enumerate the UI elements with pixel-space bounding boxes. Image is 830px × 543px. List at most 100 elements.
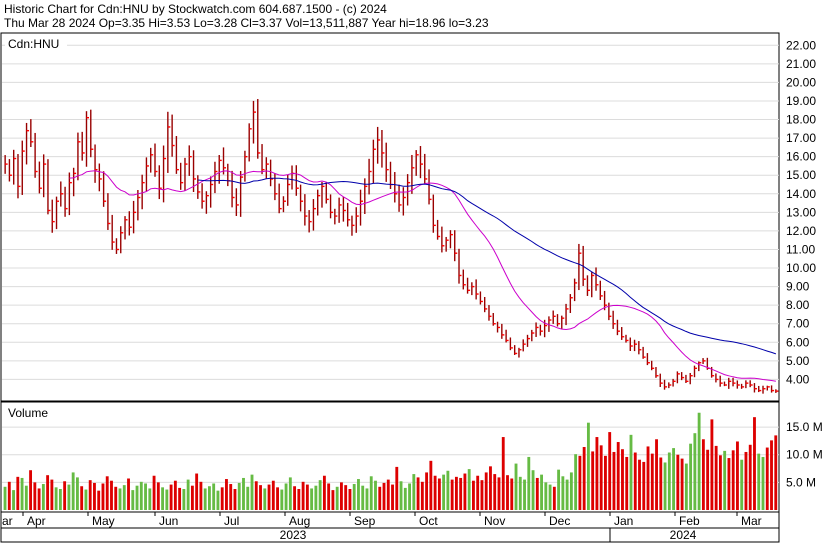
- volume-bar: [41, 484, 45, 510]
- volume-bar: [646, 446, 650, 510]
- volume-bar: [642, 461, 646, 510]
- month-label: Mar: [741, 514, 762, 528]
- volume-bar: [727, 458, 731, 510]
- volume-bar: [93, 482, 96, 510]
- volume-bar: [293, 486, 297, 510]
- volume-bar: [582, 447, 586, 510]
- volume-tick-label: 10.0 M: [786, 448, 823, 462]
- volume-bar: [450, 479, 454, 510]
- price-tick-label: 21.00: [786, 57, 816, 71]
- volume-bar: [75, 477, 79, 510]
- volume-bar: [625, 456, 629, 510]
- volume-bar: [88, 480, 92, 510]
- volume-bar: [156, 482, 160, 510]
- volume-bar: [374, 480, 377, 510]
- volume-bar: [242, 477, 245, 510]
- price-tick-label: 20.00: [786, 75, 816, 89]
- month-label: Feb: [679, 514, 700, 528]
- volume-bar: [616, 442, 620, 510]
- volume-bar: [472, 480, 475, 510]
- volume-bar: [757, 453, 761, 510]
- volume-bar: [497, 477, 501, 510]
- volume-bar: [659, 457, 663, 510]
- volume-bar: [527, 456, 531, 510]
- volume-bar: [638, 459, 641, 510]
- volume-bar: [254, 481, 258, 510]
- price-tick-label: 9.00: [786, 280, 810, 294]
- volume-bar: [770, 440, 773, 510]
- volume-bar: [3, 486, 7, 510]
- volume-bar: [408, 483, 411, 510]
- month-label: Aug: [289, 514, 310, 528]
- volume-bar: [97, 490, 101, 510]
- volume-bar: [220, 487, 224, 510]
- volume-axis: 15.0 M 10.0 M 5.0 M: [786, 420, 823, 489]
- volume-bar: [101, 483, 105, 510]
- volume-bar: [403, 487, 407, 510]
- volume-bar: [574, 454, 578, 510]
- month-label: Apr: [27, 514, 46, 528]
- volume-tick-label: 5.0 M: [786, 475, 816, 489]
- price-tick-label: 11.00: [786, 242, 815, 256]
- volume-bar: [535, 477, 539, 510]
- volume-bar: [276, 487, 279, 510]
- volume-bar: [118, 488, 122, 510]
- volume-bar: [680, 458, 684, 510]
- volume-bar: [322, 475, 326, 510]
- volume-bar: [446, 470, 450, 510]
- volume-bar: [684, 463, 688, 510]
- volume-bar: [80, 486, 84, 510]
- volume-bar: [629, 434, 633, 510]
- volume-bar: [395, 466, 399, 510]
- volume-bar: [689, 443, 693, 510]
- volume-bar: [233, 489, 237, 510]
- volume-bar: [178, 487, 182, 510]
- volume-bar: [561, 476, 565, 510]
- volume-bar: [578, 455, 582, 510]
- volume-bar: [399, 481, 403, 510]
- volume-bar: [718, 455, 722, 510]
- volume-bar: [710, 419, 714, 510]
- volume-bar: [335, 486, 339, 510]
- volume-bar: [506, 475, 509, 510]
- volume-bar: [412, 474, 416, 510]
- volume-bar: [476, 475, 480, 510]
- volume-bar: [557, 469, 561, 510]
- volume-bar: [714, 445, 718, 510]
- volume-bar: [318, 480, 322, 510]
- price-tick-label: 14.00: [786, 187, 816, 201]
- volume-bar: [753, 417, 756, 510]
- volume-bar: [501, 437, 505, 510]
- volume-bar: [131, 490, 135, 510]
- volume-bar: [378, 486, 382, 510]
- volume-bar: [280, 489, 284, 510]
- month-labels: ar Apr May Jun Jul Aug Sep Oct Nov Dec Jan Feb Mar: [2, 512, 762, 528]
- price-bars: [4, 99, 779, 394]
- year-labels: 2023 2024: [280, 528, 697, 542]
- price-tick-label: 4.00: [786, 372, 810, 386]
- volume-bar: [531, 470, 535, 510]
- volume-bar: [212, 483, 216, 510]
- price-tick-label: 16.00: [786, 150, 816, 164]
- volume-bar: [701, 439, 705, 510]
- volume-bar: [331, 490, 335, 510]
- volume-bar: [510, 478, 514, 510]
- volume-bar: [744, 451, 748, 510]
- volume-label: Volume: [8, 406, 48, 420]
- volume-bar: [633, 452, 637, 510]
- volume-bar: [740, 459, 744, 510]
- price-tick-label: 7.00: [786, 317, 810, 331]
- volume-bar: [595, 437, 599, 510]
- volume-bar: [437, 478, 441, 510]
- volume-bar: [199, 481, 203, 510]
- volume-bar: [344, 485, 348, 510]
- volume-bar: [650, 453, 654, 510]
- volume-bar: [463, 473, 467, 510]
- volume-bar: [667, 452, 671, 510]
- volume-bar: [761, 456, 765, 510]
- volume-bar: [523, 479, 526, 510]
- volume-bar: [161, 487, 165, 510]
- volume-bar: [544, 482, 548, 510]
- month-label: Nov: [484, 514, 505, 528]
- volume-bar: [67, 484, 71, 510]
